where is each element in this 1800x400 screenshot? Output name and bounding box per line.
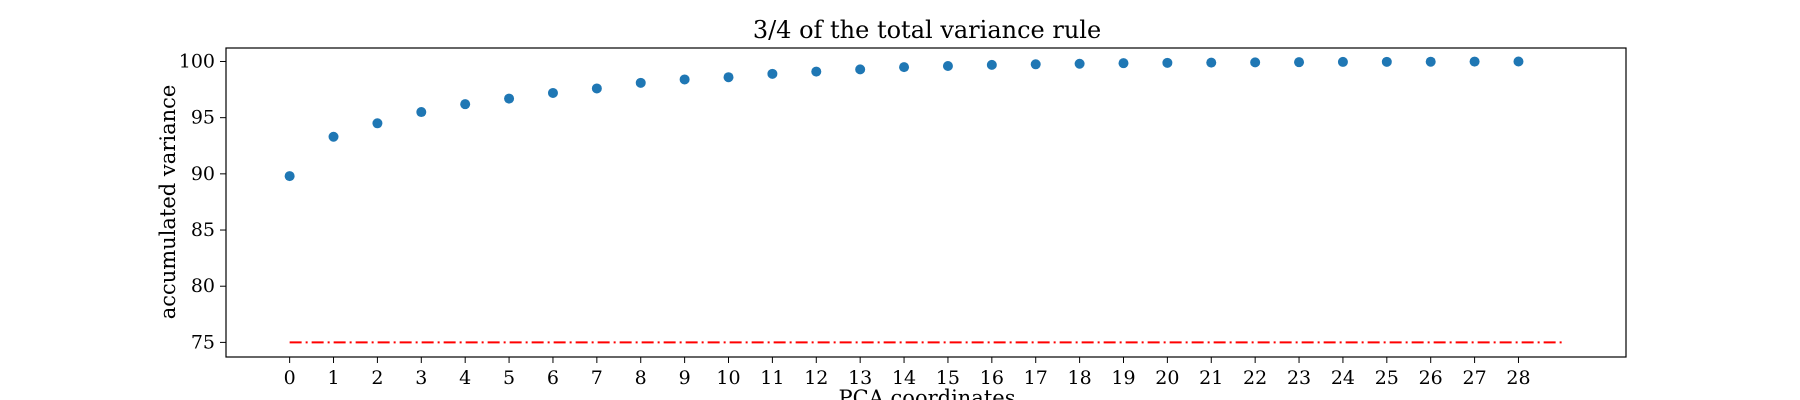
x-tick-label: 25 xyxy=(1375,367,1399,389)
data-point xyxy=(1513,56,1524,67)
x-axis: 0 1 2 3 4 5 6 7 8 9 10 11 12 13 14 15 16 17 18 19 20 21 22 23 24… xyxy=(284,357,1531,389)
y-axis: 75 80 85 90 95 100 xyxy=(179,50,226,353)
x-tick-label: 19 xyxy=(1111,367,1135,389)
x-tick-label: 6 xyxy=(547,367,559,389)
data-point xyxy=(1118,58,1129,69)
x-tick-label: 10 xyxy=(716,367,740,389)
data-point xyxy=(1337,56,1348,67)
y-tick-label: 75 xyxy=(191,331,215,353)
data-point xyxy=(1162,57,1173,68)
x-tick-label: 26 xyxy=(1419,367,1443,389)
data-point xyxy=(460,99,471,110)
data-point xyxy=(504,93,515,104)
data-point xyxy=(1294,57,1305,68)
plot-frame xyxy=(225,47,1627,358)
data-point xyxy=(328,131,339,142)
x-tick-label: 4 xyxy=(459,367,471,389)
x-tick-label: 13 xyxy=(848,367,872,389)
x-tick-label: 9 xyxy=(679,367,691,389)
x-tick-label: 18 xyxy=(1068,367,1092,389)
x-tick-label: 28 xyxy=(1506,367,1530,389)
x-tick-label: 11 xyxy=(760,367,784,389)
data-points xyxy=(284,56,1524,182)
x-tick-label: 2 xyxy=(371,367,383,389)
data-point xyxy=(1425,56,1436,67)
data-point xyxy=(284,171,295,182)
data-point xyxy=(1381,56,1392,67)
x-tick-label: 15 xyxy=(936,367,960,389)
data-point xyxy=(1469,56,1480,67)
x-tick-label: 14 xyxy=(892,367,916,389)
x-tick-label: 3 xyxy=(415,367,427,389)
x-tick-label: 16 xyxy=(980,367,1004,389)
x-tick-label: 7 xyxy=(591,367,603,389)
data-point xyxy=(1250,57,1261,68)
data-point xyxy=(416,107,427,118)
x-tick-label: 23 xyxy=(1287,367,1311,389)
x-axis-label: PCA coordinates xyxy=(839,386,1016,400)
data-point xyxy=(547,87,558,98)
data-point xyxy=(855,64,866,75)
chart-title: 3/4 of the total variance rule xyxy=(753,16,1101,44)
x-tick-label: 20 xyxy=(1155,367,1179,389)
x-tick-label: 17 xyxy=(1024,367,1048,389)
y-tick-label: 100 xyxy=(179,50,215,72)
y-tick-label: 80 xyxy=(191,275,215,297)
x-tick-label: 12 xyxy=(804,367,828,389)
data-point xyxy=(1030,59,1041,70)
data-point xyxy=(591,83,602,94)
data-point xyxy=(1206,57,1217,68)
x-tick-label: 24 xyxy=(1331,367,1355,389)
y-axis-label: accumulated variance xyxy=(156,85,180,320)
x-tick-label: 8 xyxy=(635,367,647,389)
data-point xyxy=(679,74,690,85)
y-tick-label: 85 xyxy=(191,219,215,241)
data-point xyxy=(635,77,646,88)
data-point xyxy=(1074,58,1085,69)
data-point xyxy=(767,68,778,79)
y-tick-label: 90 xyxy=(191,163,215,185)
data-point xyxy=(899,62,910,73)
data-point xyxy=(811,66,822,77)
x-tick-label: 0 xyxy=(284,367,296,389)
x-tick-label: 1 xyxy=(327,367,339,389)
data-point xyxy=(986,59,997,70)
x-tick-label: 5 xyxy=(503,367,515,389)
x-tick-label: 21 xyxy=(1199,367,1223,389)
data-point xyxy=(942,60,953,71)
data-point xyxy=(372,118,383,129)
x-tick-label: 27 xyxy=(1462,367,1486,389)
x-tick-label: 22 xyxy=(1243,367,1267,389)
y-tick-label: 95 xyxy=(191,107,215,129)
data-point xyxy=(723,72,734,83)
